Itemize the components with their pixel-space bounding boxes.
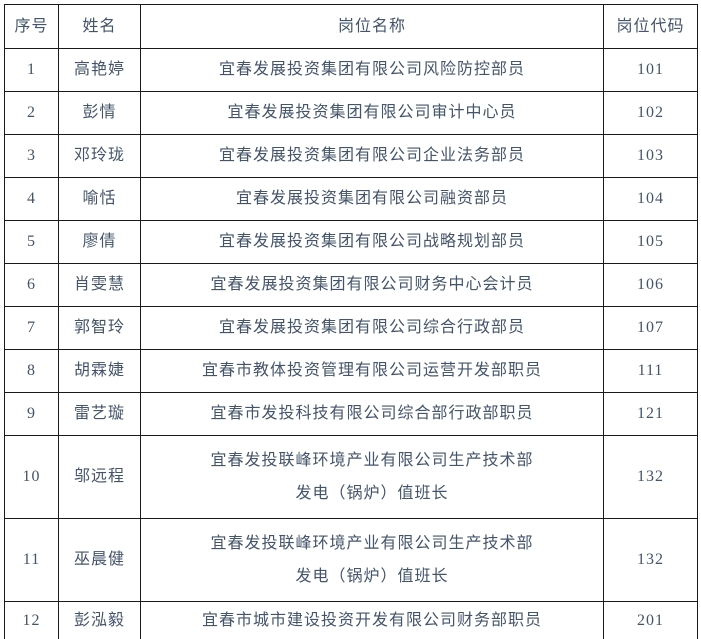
cell-name: 肖雯慧 xyxy=(58,263,141,307)
table-row: 4 喻恬 宜春发展投资集团有限公司融资部员 104 xyxy=(4,177,698,221)
cell-index: 3 xyxy=(4,134,59,178)
table-row: 8 胡霖婕 宜春市教体投资管理有限公司运营开发部职员 111 xyxy=(4,349,698,393)
cell-index: 12 xyxy=(4,601,59,639)
cell-name: 巫晨健 xyxy=(58,518,141,602)
position-line: 发电（锅炉）值班长 xyxy=(295,568,449,586)
cell-position: 宜春市发投科技有限公司综合部行政部职员 xyxy=(140,392,604,436)
cell-index: 2 xyxy=(4,91,59,135)
cell-name: 廖倩 xyxy=(58,220,141,264)
cell-name: 喻恬 xyxy=(58,177,141,221)
position-lines: 宜春发展投资集团有限公司战略规划部员 xyxy=(141,221,603,263)
position-line: 宜春发展投资集团有限公司综合行政部员 xyxy=(218,319,525,337)
cell-position: 宜春发展投资集团有限公司企业法务部员 xyxy=(140,134,604,178)
position-line: 宜春发展投资集团有限公司融资部员 xyxy=(235,190,508,208)
header-row: 序号 姓名 岗位名称 岗位代码 xyxy=(4,4,698,49)
cell-code: 103 xyxy=(603,134,698,178)
cell-index: 10 xyxy=(4,435,59,519)
position-line: 宜春发展投资集团有限公司风险防控部员 xyxy=(218,61,525,79)
position-lines: 宜春发展投资集团有限公司企业法务部员 xyxy=(141,135,603,177)
position-line: 宜春发展投资集团有限公司财务中心会计员 xyxy=(210,276,534,294)
cell-code: 104 xyxy=(603,177,698,221)
table-row: 7 郭智玲 宜春发展投资集团有限公司综合行政部员 107 xyxy=(4,306,698,350)
table-row: 1 高艳婷 宜春发展投资集团有限公司风险防控部员 101 xyxy=(4,48,698,92)
cell-name: 胡霖婕 xyxy=(58,349,141,393)
cell-name: 彭情 xyxy=(58,91,141,135)
position-lines: 宜春发投联峰环境产业有限公司生产技术部 发电（锅炉）值班长 xyxy=(141,436,603,518)
position-line: 宜春发投联峰环境产业有限公司生产技术部 xyxy=(210,451,534,469)
table-row: 2 彭情 宜春发展投资集团有限公司审计中心员 102 xyxy=(4,91,698,135)
cell-position: 宜春发展投资集团有限公司融资部员 xyxy=(140,177,604,221)
header-position: 岗位名称 xyxy=(140,4,604,49)
cell-index: 4 xyxy=(4,177,59,221)
header-name: 姓名 xyxy=(58,4,141,49)
position-lines: 宜春发展投资集团有限公司综合行政部员 xyxy=(141,307,603,349)
position-line: 宜春发投联峰环境产业有限公司生产技术部 xyxy=(210,534,534,552)
cell-code: 102 xyxy=(603,91,698,135)
position-table: 序号 姓名 岗位名称 岗位代码 1 高艳婷 宜春发展投资集团有限公司风险防控部员 10… xyxy=(4,4,698,639)
cell-name: 雷艺璇 xyxy=(58,392,141,436)
table-row: 5 廖倩 宜春发展投资集团有限公司战略规划部员 105 xyxy=(4,220,698,264)
cell-name: 彭泓毅 xyxy=(58,601,141,639)
header-code: 岗位代码 xyxy=(603,4,698,49)
position-lines: 宜春发展投资集团有限公司风险防控部员 xyxy=(141,49,603,91)
cell-code: 106 xyxy=(603,263,698,307)
cell-position: 宜春发展投资集团有限公司战略规划部员 xyxy=(140,220,604,264)
position-line: 宜春发展投资集团有限公司审计中心员 xyxy=(227,104,517,122)
cell-code: 132 xyxy=(603,435,698,519)
table-row: 6 肖雯慧 宜春发展投资集团有限公司财务中心会计员 106 xyxy=(4,263,698,307)
table-row: 12 彭泓毅 宜春市城市建设投资开发有限公司财务部职员 201 xyxy=(4,601,698,639)
position-line: 宜春市城市建设投资开发有限公司财务部职员 xyxy=(201,612,542,630)
cell-name: 邬远程 xyxy=(58,435,141,519)
table-row: 10 邬远程 宜春发投联峰环境产业有限公司生产技术部 发电（锅炉）值班长 132 xyxy=(4,435,698,519)
cell-position: 宜春发投联峰环境产业有限公司生产技术部 发电（锅炉）值班长 xyxy=(140,435,604,519)
cell-index: 1 xyxy=(4,48,59,92)
table-row: 11 巫晨健 宜春发投联峰环境产业有限公司生产技术部 发电（锅炉）值班长 132 xyxy=(4,518,698,602)
cell-code: 101 xyxy=(603,48,698,92)
position-lines: 宜春市教体投资管理有限公司运营开发部职员 xyxy=(141,350,603,392)
cell-name: 邓玲珑 xyxy=(58,134,141,178)
table-header: 序号 姓名 岗位名称 岗位代码 xyxy=(4,4,698,49)
cell-code: 201 xyxy=(603,601,698,639)
table-row: 3 邓玲珑 宜春发展投资集团有限公司企业法务部员 103 xyxy=(4,134,698,178)
cell-index: 11 xyxy=(4,518,59,602)
table-body: 1 高艳婷 宜春发展投资集团有限公司风险防控部员 101 2 彭情 宜春发展投资集团有限公司… xyxy=(4,48,698,639)
position-lines: 宜春发投联峰环境产业有限公司生产技术部 发电（锅炉）值班长 xyxy=(141,519,603,601)
header-index: 序号 xyxy=(4,4,59,49)
position-line: 发电（锅炉）值班长 xyxy=(295,485,449,503)
cell-position: 宜春市城市建设投资开发有限公司财务部职员 xyxy=(140,601,604,639)
cell-position: 宜春发展投资集团有限公司财务中心会计员 xyxy=(140,263,604,307)
cell-code: 132 xyxy=(603,518,698,602)
cell-position: 宜春发展投资集团有限公司审计中心员 xyxy=(140,91,604,135)
cell-position: 宜春发展投资集团有限公司综合行政部员 xyxy=(140,306,604,350)
position-lines: 宜春市城市建设投资开发有限公司财务部职员 xyxy=(141,602,603,639)
cell-code: 121 xyxy=(603,392,698,436)
cell-position: 宜春发展投资集团有限公司风险防控部员 xyxy=(140,48,604,92)
position-line: 宜春市发投科技有限公司综合部行政部职员 xyxy=(210,405,534,423)
position-lines: 宜春市发投科技有限公司综合部行政部职员 xyxy=(141,393,603,435)
cell-index: 9 xyxy=(4,392,59,436)
cell-position: 宜春发投联峰环境产业有限公司生产技术部 发电（锅炉）值班长 xyxy=(140,518,604,602)
position-line: 宜春发展投资集团有限公司企业法务部员 xyxy=(218,147,525,165)
cell-index: 7 xyxy=(4,306,59,350)
position-lines: 宜春发展投资集团有限公司融资部员 xyxy=(141,178,603,220)
cell-index: 6 xyxy=(4,263,59,307)
cell-position: 宜春市教体投资管理有限公司运营开发部职员 xyxy=(140,349,604,393)
position-line: 宜春发展投资集团有限公司战略规划部员 xyxy=(218,233,525,251)
cell-code: 111 xyxy=(603,349,698,393)
position-lines: 宜春发展投资集团有限公司审计中心员 xyxy=(141,92,603,134)
cell-name: 高艳婷 xyxy=(58,48,141,92)
position-lines: 宜春发展投资集团有限公司财务中心会计员 xyxy=(141,264,603,306)
cell-name: 郭智玲 xyxy=(58,306,141,350)
cell-index: 8 xyxy=(4,349,59,393)
position-line: 宜春市教体投资管理有限公司运营开发部职员 xyxy=(201,362,542,380)
cell-code: 107 xyxy=(603,306,698,350)
cell-code: 105 xyxy=(603,220,698,264)
cell-index: 5 xyxy=(4,220,59,264)
table-row: 9 雷艺璇 宜春市发投科技有限公司综合部行政部职员 121 xyxy=(4,392,698,436)
